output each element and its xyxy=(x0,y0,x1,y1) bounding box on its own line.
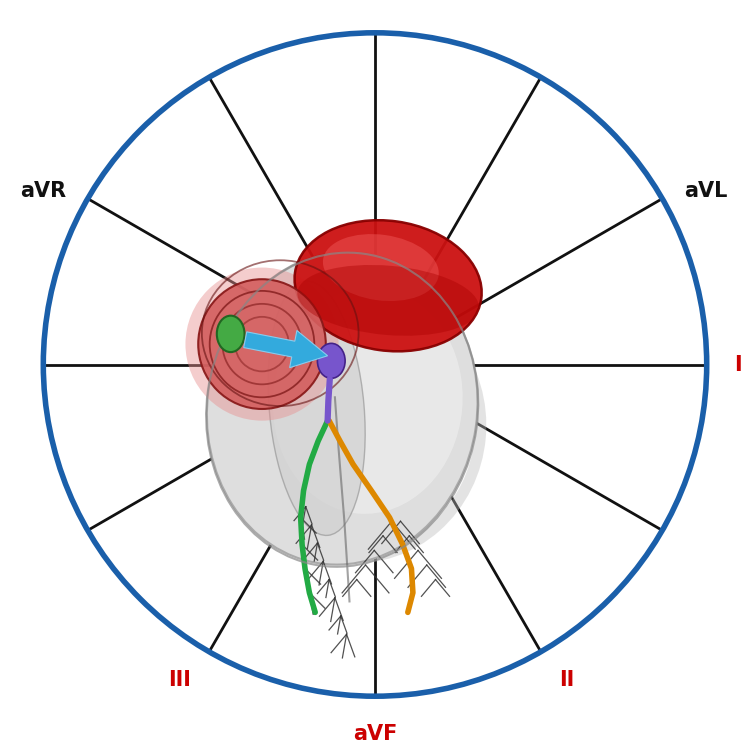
Ellipse shape xyxy=(273,288,463,514)
Text: III: III xyxy=(168,670,191,690)
Ellipse shape xyxy=(198,279,326,409)
Text: aVR: aVR xyxy=(20,181,66,201)
Text: I: I xyxy=(734,355,742,375)
Ellipse shape xyxy=(297,265,479,336)
FancyArrow shape xyxy=(244,331,328,368)
Text: aVL: aVL xyxy=(684,181,728,201)
Ellipse shape xyxy=(207,252,478,565)
Ellipse shape xyxy=(317,343,345,378)
Ellipse shape xyxy=(217,316,244,352)
Ellipse shape xyxy=(268,281,365,536)
Ellipse shape xyxy=(295,221,482,352)
Ellipse shape xyxy=(185,267,338,421)
Text: aVF: aVF xyxy=(352,724,398,744)
Text: II: II xyxy=(559,670,574,690)
Ellipse shape xyxy=(323,234,439,301)
